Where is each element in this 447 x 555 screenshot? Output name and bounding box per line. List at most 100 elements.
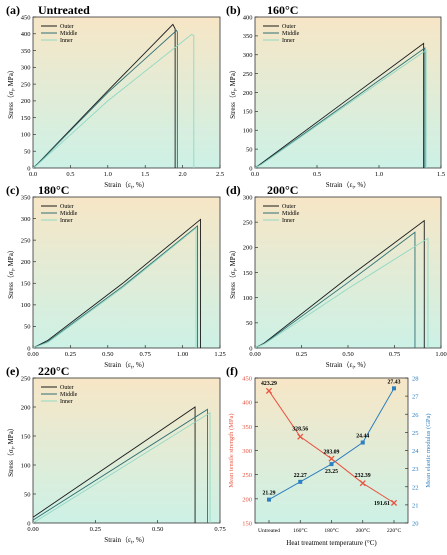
- plot-background: [33, 17, 220, 168]
- legend-label: Outer: [60, 385, 74, 391]
- y-tick-label: 400: [21, 31, 31, 38]
- x-tick-label: 0.50: [152, 526, 163, 533]
- panel-letter: (e): [6, 364, 19, 378]
- y-tick-label: 150: [243, 109, 253, 116]
- y-tick-label: 350: [243, 33, 253, 40]
- y-axis-label: Stress（σt, MPa）: [229, 246, 239, 299]
- y-axis-label: Stress（σt, MPa）: [7, 246, 17, 299]
- y-tick-label: 150: [21, 115, 31, 122]
- y-right-tick-label: 27: [412, 394, 419, 401]
- y-tick-label: 0: [27, 520, 30, 527]
- plot-frame: [32, 16, 221, 169]
- y-tick-label: 50: [246, 320, 253, 327]
- data-point: [390, 499, 398, 506]
- legend-label: Outer: [60, 24, 74, 30]
- x-tick-label: 0.0: [29, 171, 37, 178]
- panel-letter: (c): [6, 183, 19, 197]
- y-tick-label: 350: [21, 48, 31, 55]
- y-tick-label: 450: [242, 376, 252, 383]
- y-tick-label: 250: [243, 219, 253, 226]
- y-tick-label: 100: [243, 128, 253, 135]
- series-line-inner: [32, 227, 197, 349]
- x-tick-label: 0.25: [65, 351, 76, 358]
- series-line-inner: [32, 33, 195, 169]
- y-tick-label: 200: [243, 245, 253, 252]
- series-line-outer: [32, 406, 196, 523]
- y-tick-label: 350: [242, 424, 252, 431]
- series-line-outer: [32, 218, 202, 349]
- data-label: 283.09: [324, 450, 340, 456]
- chart-panel-c: (c) 180°C 0.00 0.25 0.50 0.75 1.00 1.25 0 50 100 15…: [6, 183, 226, 371]
- data-point: [359, 480, 366, 487]
- chart-panel-b: (b) 160°C 0.0 0.5 1.0 1.5 0 50 100 150 200 250 300 35…: [226, 3, 445, 191]
- x-tick-label: 1.00: [435, 351, 446, 358]
- panel-title: 200°C: [267, 183, 298, 197]
- y-tick-label: 300: [21, 216, 31, 223]
- y-tick-label: 300: [243, 194, 253, 201]
- data-point: [267, 497, 271, 502]
- x-tick-label: 0.5: [66, 171, 74, 178]
- legend-label: Middle: [60, 211, 78, 217]
- legend-label: Middle: [60, 392, 78, 398]
- y-tick-label: 100: [21, 132, 31, 139]
- y-axis-label: Stress（σt, MPa）: [7, 424, 17, 477]
- x-tick-label: 0.00: [27, 351, 38, 358]
- x-tick-label: 0.75: [389, 351, 400, 358]
- legend-label: Inner: [60, 399, 73, 405]
- x-tick-label: 0.00: [27, 526, 38, 533]
- data-point: [328, 455, 335, 462]
- x-axis-label: Strain（εt, %）: [104, 536, 148, 546]
- data-point: [329, 462, 334, 467]
- legend-label: Inner: [60, 38, 73, 44]
- y-tick-label: 350: [21, 194, 31, 201]
- y-tick-label: 100: [243, 295, 253, 302]
- chart-panel-a: (a) Untreated 0.0 0.5 1.0 1.5 2.0 2.5 0 50 100 150 2…: [6, 3, 224, 191]
- y-tick-label: 300: [243, 52, 253, 59]
- y-right-tick-label: 20: [412, 521, 419, 528]
- x-tick-label: 1.5: [437, 171, 445, 178]
- plot-frame: [32, 377, 221, 524]
- panel-title: 220°C: [38, 364, 69, 378]
- x-tick-label: 1.0: [375, 171, 383, 178]
- chart-panel-f: (f) 150 200 250 300 350 400 450 20 21 22 23 24 25 26 27…: [226, 364, 432, 547]
- y-tick-label: 200: [21, 259, 31, 266]
- series-line-inner: [32, 411, 211, 524]
- x-tick-label: 0.0: [251, 171, 259, 178]
- y-tick-label: 0: [249, 345, 252, 352]
- y-tick-label: 0: [27, 165, 30, 172]
- y-tick-label: 0: [27, 345, 30, 352]
- y-right-tick-label: 22: [412, 484, 419, 491]
- data-label: 23.25: [325, 469, 338, 475]
- series-line-middle: [32, 408, 208, 523]
- data-label: 27.43: [387, 379, 400, 385]
- y-tick-label: 0: [249, 165, 252, 172]
- x-tick-label: 0.50: [102, 351, 113, 358]
- x-tick-label: 180°C: [324, 527, 339, 534]
- y-tick-label: 150: [21, 281, 31, 288]
- x-tick-label: 160°C: [293, 527, 308, 534]
- y-tick-label: 50: [246, 146, 253, 153]
- y-right-tick-label: 26: [412, 412, 419, 419]
- x-tick-label: Untreated: [258, 528, 280, 534]
- x-tick-label: 220°C: [387, 527, 402, 534]
- data-point: [360, 440, 365, 445]
- legend-label: Outer: [282, 204, 296, 210]
- x-tick-label: 0.75: [140, 351, 151, 358]
- y-tick-label: 150: [243, 270, 253, 277]
- data-label: 191.61: [374, 501, 390, 507]
- plot-background: [255, 17, 441, 168]
- legend-label: Outer: [282, 24, 296, 30]
- data-label: 328.56: [292, 427, 308, 433]
- y-right-tick-label: 25: [412, 430, 419, 437]
- y-tick-label: 300: [242, 448, 252, 455]
- y-tick-label: 250: [21, 237, 31, 244]
- legend-label: Middle: [60, 31, 78, 37]
- panel-letter: (f): [226, 364, 238, 378]
- y-tick-label: 300: [21, 65, 31, 72]
- panel-title: 160°C: [267, 3, 298, 17]
- x-tick-label: 0.25: [90, 526, 101, 533]
- x-axis-label: Strain（εt, %）: [326, 361, 370, 371]
- data-point: [298, 479, 303, 484]
